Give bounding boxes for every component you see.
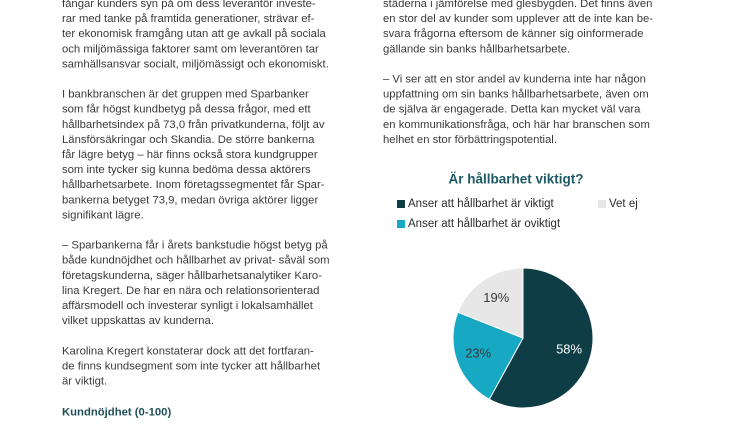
body-line: en kommunikationsfråga, och här har bran… xyxy=(383,119,650,131)
body-line: helhet en stor förbättringspotential. xyxy=(383,134,557,146)
legend-label: Anser att hållbarhet är viktigt xyxy=(408,198,555,210)
body-line: de finns kundsegment som inte tycker att… xyxy=(62,360,321,372)
body-line: företagskunderna, säger hållbarhetsanaly… xyxy=(62,270,322,282)
body-line: – Vi ser att en stor andel av kunderna i… xyxy=(383,73,646,85)
body-line: hållbarhetsarbete. Inom företagssegmente… xyxy=(62,179,325,191)
legend-swatch xyxy=(598,200,606,208)
body-line: lina Kregert. De har en nära och relatio… xyxy=(62,285,319,297)
body-line: är viktigt. xyxy=(62,375,107,387)
pie-slice xyxy=(457,267,524,339)
body-line: gällande sin banks hållbarhetsarbete. xyxy=(383,43,570,55)
body-line: signifikant lägre. xyxy=(62,209,144,221)
chart-title: Är hållbarhet viktigt? xyxy=(448,172,583,187)
pie-label: 23% xyxy=(465,346,491,361)
legend-swatch xyxy=(397,220,405,228)
body-line: som inte tycker sig kunna bedöma dessa a… xyxy=(62,164,311,176)
legend-swatch xyxy=(397,200,405,208)
body-line: både kundnöjdhet och hållbarhet av priva… xyxy=(62,255,330,267)
body-line: städerna i jämförelse med glesbygden. De… xyxy=(383,0,652,10)
legend-label: Vet ej xyxy=(609,198,638,210)
body-line: vilket uppskattas av kunderna. xyxy=(62,315,214,327)
body-line: svara frågorna eftersom de känner sig oi… xyxy=(383,28,644,40)
body-line: Karolina Kregert konstaterar dock att de… xyxy=(62,345,314,357)
body-line: uppfattning om sin banks hållbarhetsarbe… xyxy=(383,89,649,101)
body-line: får lägre betyg – här finns också stora … xyxy=(62,149,318,161)
pie: 58% 23% 19% xyxy=(452,267,594,409)
body-line: hållbarhetsindex på 73,0 från privatkund… xyxy=(62,119,325,131)
body-line: bankerna betyget 73,9, medan övriga aktö… xyxy=(62,194,318,206)
pie-label: 19% xyxy=(483,290,509,305)
body-line: rar med tanke på framtida generationer, … xyxy=(62,13,315,25)
body-line: ter ekonomisk framgång utan att ge avkal… xyxy=(62,28,326,40)
body-line: Länsförsäkringar och Skandia. De större … xyxy=(62,134,315,146)
body-line: en stor del av kunder som upplever att d… xyxy=(383,13,653,25)
legend-label: Anser att hållbarhet är oviktigt xyxy=(408,218,561,230)
body-line: samhällsansvar socialt, miljömässigt och… xyxy=(62,58,329,70)
body-line: affärsmodell och investerar synligt i lo… xyxy=(62,300,314,312)
body-line: I bankbranschen är det gruppen med Sparb… xyxy=(62,89,309,101)
pie-label: 58% xyxy=(556,341,582,356)
legend: Anser att hållbarhet är viktigt Anser att… xyxy=(397,198,638,230)
body-line: – Sparbankerna får i årets bankstudie hö… xyxy=(62,240,328,252)
body-line: som får högst kundbetyg på dessa frågor,… xyxy=(62,104,312,116)
body-line: och miljömässiga faktorer samt om levera… xyxy=(62,43,319,55)
pie-slice xyxy=(488,267,594,409)
section-heading: Kundnöjdhet (0-100) xyxy=(62,407,171,419)
body-line: fångar kunders syn på om dess leverantör… xyxy=(62,0,316,10)
pie-slice xyxy=(452,311,524,401)
body-line: de själva är engagerade. Detta kan mycke… xyxy=(383,104,641,116)
